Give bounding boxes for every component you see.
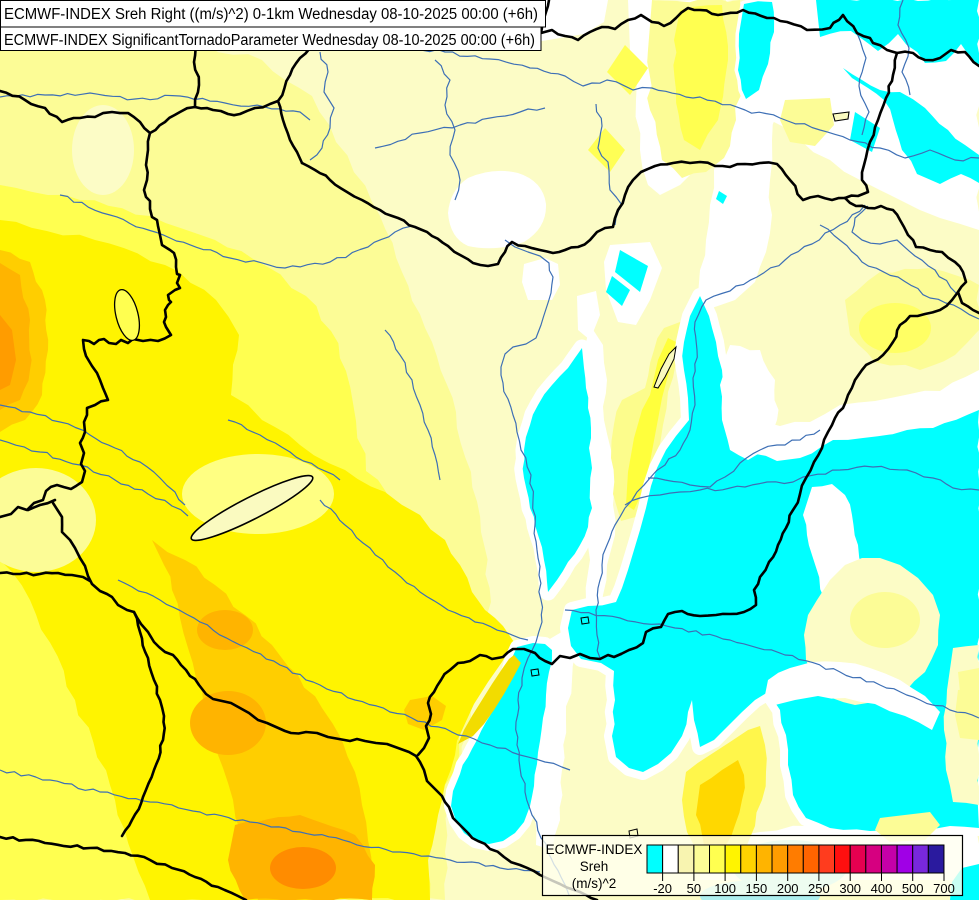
svg-text:500: 500 xyxy=(902,881,924,896)
svg-text:(m/s)^2: (m/s)^2 xyxy=(572,876,617,891)
svg-text:300: 300 xyxy=(839,881,861,896)
svg-text:ECMWF-INDEX: ECMWF-INDEX xyxy=(546,842,643,857)
svg-text:200: 200 xyxy=(777,881,799,896)
svg-text:ECMWF-INDEX SignificantTornado: ECMWF-INDEX SignificantTornadoParameter … xyxy=(4,32,535,49)
svg-text:250: 250 xyxy=(808,881,830,896)
svg-text:150: 150 xyxy=(746,881,768,896)
svg-text:400: 400 xyxy=(871,881,893,896)
svg-text:Sreh: Sreh xyxy=(580,859,609,874)
svg-text:700: 700 xyxy=(933,881,955,896)
svg-text:ECMWF-INDEX Sreh Right ((m/s)^: ECMWF-INDEX Sreh Right ((m/s)^2) 0-1km W… xyxy=(4,6,538,23)
svg-text:-20: -20 xyxy=(653,881,672,896)
svg-text:50: 50 xyxy=(687,881,701,896)
svg-text:100: 100 xyxy=(714,881,736,896)
